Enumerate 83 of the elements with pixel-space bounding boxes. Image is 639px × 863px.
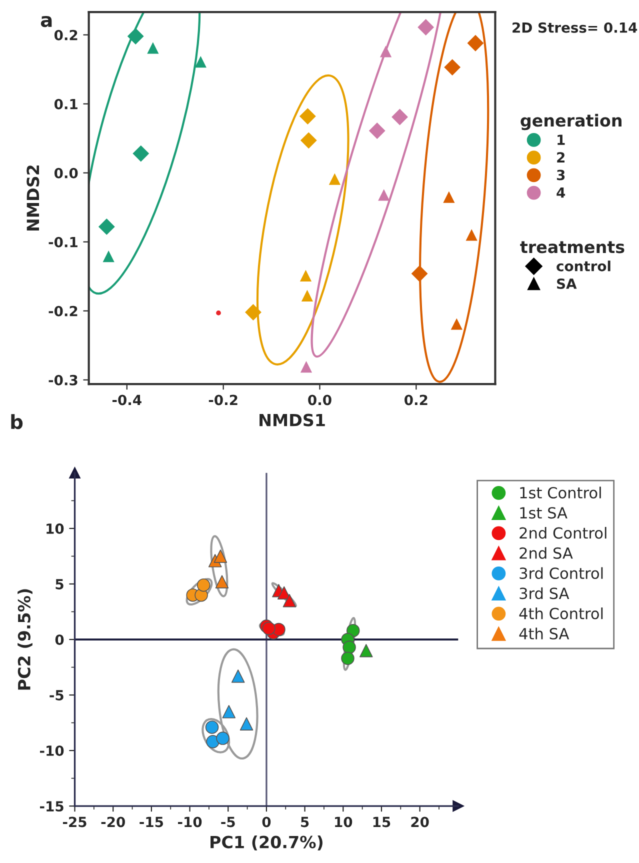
legend-label: 2nd Control	[520, 526, 606, 539]
point	[444, 59, 461, 76]
legend-title: generation	[520, 114, 622, 130]
point	[450, 318, 462, 330]
legend-label: 4	[556, 188, 566, 198]
point	[392, 108, 408, 126]
chart-title: b	[11, 414, 23, 430]
y-tick-label: 0.2	[54, 30, 78, 40]
legend-label: 2nd SA	[520, 547, 573, 559]
y-tick-label: 0.0	[54, 168, 78, 178]
y-tick-label: 10	[46, 523, 64, 534]
y-tick-label: -0.3	[48, 374, 78, 386]
point	[262, 622, 276, 636]
text: SA	[557, 278, 577, 289]
y-tick-label: -0.2	[48, 306, 78, 316]
point	[380, 46, 392, 58]
text: 2D Stress= 0.14	[512, 22, 638, 33]
y-axis-title: NMDS2	[26, 166, 40, 231]
x-tick-label: -25	[62, 816, 86, 828]
point	[300, 360, 312, 373]
point	[102, 250, 114, 262]
point	[245, 304, 262, 320]
text: treatments	[520, 241, 624, 254]
point	[194, 56, 206, 68]
x-tick-label: -0.2	[208, 394, 238, 406]
legend-label: 3rd SA	[520, 587, 570, 600]
x-tick-label: -5	[221, 816, 235, 828]
point	[368, 122, 386, 139]
point	[300, 270, 312, 282]
point	[466, 229, 478, 241]
x-tick-label: 10	[335, 816, 352, 828]
x-tick-label: -20	[101, 816, 125, 828]
point	[214, 550, 228, 563]
x-tick-label: -10	[178, 816, 202, 828]
point	[360, 644, 373, 658]
point	[231, 669, 245, 683]
y-tick-label: -5	[50, 690, 64, 700]
point	[98, 218, 115, 235]
x-tick-label: 5	[301, 816, 309, 828]
y-tick-label: 0	[55, 634, 64, 645]
point	[205, 720, 219, 734]
legend-label: 4th Control	[519, 607, 603, 620]
point	[215, 575, 229, 588]
point	[299, 108, 316, 124]
x-tick-label: 20	[411, 816, 429, 828]
legend-label: 1	[558, 134, 565, 145]
y-axis-title: PC2 (9.5%)	[18, 589, 32, 690]
point	[418, 19, 434, 36]
legend-label: 3	[556, 170, 565, 180]
x-tick-label: -15	[140, 816, 164, 828]
point	[127, 28, 144, 44]
point	[467, 34, 484, 52]
legend-label: 1st SA	[520, 507, 568, 519]
legend-label: 3rd Control	[520, 567, 603, 580]
x-tick-label: 0	[262, 816, 271, 828]
x-axis-title: NMDS1	[260, 414, 325, 426]
legend-label: 4th SA	[519, 628, 570, 640]
legend-label: 2	[557, 152, 564, 162]
legend-label: 1st Control	[520, 486, 601, 498]
point	[378, 189, 390, 201]
point	[341, 652, 354, 665]
point	[240, 717, 254, 731]
y-tick-label: -10	[40, 745, 64, 756]
chart-title: a	[40, 16, 52, 28]
point	[328, 173, 340, 185]
point	[147, 42, 159, 54]
x-tick-label: 0.0	[308, 394, 332, 406]
point	[132, 145, 150, 162]
x-axis-title: PC1 (20.7%)	[210, 835, 322, 850]
y-tick-label: -0.1	[48, 236, 78, 248]
y-tick-label: -15	[40, 801, 64, 812]
x-tick-label: -0.4	[112, 394, 142, 406]
point	[301, 290, 314, 302]
point	[222, 705, 236, 718]
point	[443, 191, 455, 203]
point	[411, 265, 428, 282]
point	[300, 132, 317, 149]
point	[216, 310, 221, 316]
y-tick-label: 0.1	[54, 98, 78, 110]
text: control	[556, 260, 610, 272]
y-tick-label: 5	[56, 579, 64, 590]
x-tick-label: 15	[373, 816, 390, 828]
x-tick-label: 0.2	[404, 394, 428, 406]
